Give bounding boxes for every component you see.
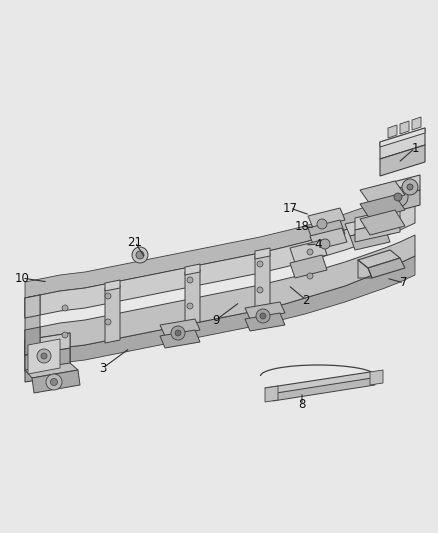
Circle shape — [105, 319, 111, 325]
Polygon shape — [25, 363, 78, 378]
Text: 21: 21 — [127, 236, 142, 248]
Polygon shape — [388, 125, 397, 138]
Circle shape — [187, 303, 193, 309]
Circle shape — [62, 332, 68, 338]
Polygon shape — [360, 195, 405, 219]
Text: 1: 1 — [411, 141, 419, 155]
Polygon shape — [245, 302, 285, 319]
Polygon shape — [308, 208, 345, 228]
Circle shape — [307, 249, 313, 255]
Circle shape — [46, 374, 62, 390]
Polygon shape — [358, 250, 400, 268]
Polygon shape — [350, 228, 390, 250]
Circle shape — [402, 179, 418, 195]
Circle shape — [105, 293, 111, 299]
Text: 2: 2 — [302, 294, 310, 306]
Polygon shape — [355, 208, 400, 230]
Circle shape — [41, 353, 47, 359]
Circle shape — [37, 349, 51, 363]
Polygon shape — [308, 220, 345, 242]
Text: 9: 9 — [212, 313, 220, 327]
Circle shape — [132, 247, 148, 263]
Polygon shape — [370, 370, 383, 385]
Circle shape — [175, 330, 181, 336]
Circle shape — [136, 251, 144, 259]
Text: 4: 4 — [314, 238, 322, 251]
Text: 17: 17 — [283, 201, 297, 214]
Circle shape — [320, 239, 330, 249]
Polygon shape — [355, 220, 400, 242]
Polygon shape — [25, 295, 40, 318]
Polygon shape — [28, 339, 60, 374]
Polygon shape — [380, 128, 425, 159]
Polygon shape — [380, 145, 425, 176]
Circle shape — [171, 326, 185, 340]
Circle shape — [256, 309, 270, 323]
Polygon shape — [25, 256, 415, 370]
Polygon shape — [25, 188, 415, 298]
Polygon shape — [270, 378, 375, 401]
Text: 8: 8 — [298, 399, 306, 411]
Polygon shape — [255, 248, 270, 259]
Polygon shape — [380, 128, 425, 147]
Polygon shape — [255, 253, 270, 310]
Polygon shape — [25, 333, 70, 355]
Polygon shape — [32, 370, 80, 393]
Circle shape — [388, 187, 408, 207]
Polygon shape — [310, 228, 347, 250]
Polygon shape — [25, 223, 415, 330]
Polygon shape — [290, 255, 327, 278]
Polygon shape — [185, 264, 200, 275]
Circle shape — [407, 184, 413, 190]
Circle shape — [307, 273, 313, 279]
Polygon shape — [368, 258, 405, 278]
Circle shape — [394, 193, 402, 201]
Polygon shape — [265, 372, 378, 398]
Polygon shape — [360, 181, 405, 204]
Polygon shape — [360, 210, 405, 235]
Polygon shape — [160, 319, 200, 336]
Circle shape — [50, 378, 57, 385]
Circle shape — [187, 277, 193, 283]
Polygon shape — [400, 121, 409, 134]
Text: 7: 7 — [400, 277, 408, 289]
Circle shape — [260, 313, 266, 319]
Polygon shape — [245, 313, 285, 331]
Polygon shape — [345, 216, 385, 236]
Circle shape — [317, 219, 327, 229]
Text: 10: 10 — [14, 271, 29, 285]
Polygon shape — [265, 386, 278, 402]
Polygon shape — [160, 330, 200, 348]
Polygon shape — [412, 117, 421, 130]
Polygon shape — [25, 348, 70, 382]
Polygon shape — [105, 280, 120, 291]
Polygon shape — [185, 269, 200, 325]
Text: 18: 18 — [295, 220, 309, 232]
Circle shape — [257, 261, 263, 267]
Circle shape — [257, 287, 263, 293]
Text: 3: 3 — [99, 361, 107, 375]
Polygon shape — [25, 327, 40, 355]
Circle shape — [62, 305, 68, 311]
Polygon shape — [25, 295, 40, 355]
Polygon shape — [370, 190, 420, 218]
Polygon shape — [25, 333, 70, 372]
Polygon shape — [25, 235, 415, 355]
Polygon shape — [290, 240, 327, 263]
Polygon shape — [105, 285, 120, 343]
Polygon shape — [25, 204, 415, 318]
Polygon shape — [370, 175, 420, 203]
